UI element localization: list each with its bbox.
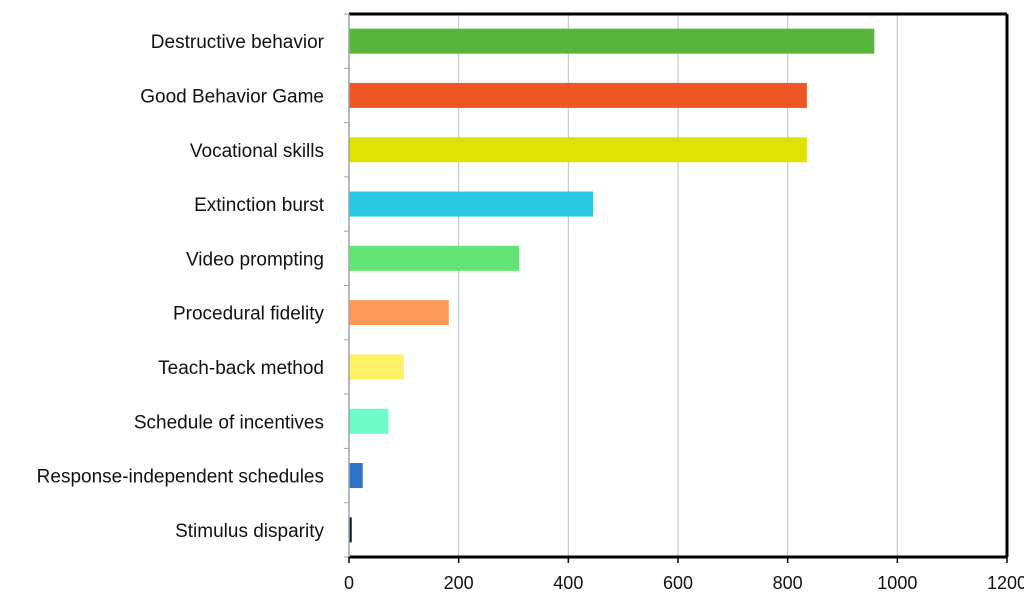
- x-tick-label: 1000: [877, 573, 917, 593]
- x-tick-label: 600: [663, 573, 693, 593]
- bar: [349, 408, 389, 434]
- category-label: Vocational skills: [190, 141, 324, 162]
- category-label: Destructive behavior: [151, 32, 325, 53]
- bar: [349, 137, 807, 163]
- bars: [349, 28, 875, 543]
- bar: [349, 28, 875, 54]
- labels: Destructive behavior Good Behavior Game Vo…: [37, 32, 1024, 593]
- category-label: Video prompting: [186, 249, 324, 270]
- bar: [349, 300, 449, 326]
- x-tick-label: 1200: [987, 573, 1024, 593]
- x-tick-label: 400: [553, 573, 583, 593]
- category-label: Stimulus disparity: [175, 521, 324, 542]
- bar: [349, 354, 404, 380]
- category-label: Extinction burst: [194, 195, 325, 216]
- axes: [344, 12, 1009, 563]
- bar: [349, 517, 352, 543]
- bar: [349, 463, 363, 489]
- category-label: Procedural fidelity: [173, 304, 325, 325]
- category-label: Good Behavior Game: [140, 86, 324, 107]
- bar: [349, 82, 807, 108]
- category-label: Teach-back method: [158, 358, 324, 379]
- x-tick-label: 200: [444, 573, 474, 593]
- bar: [349, 191, 594, 217]
- category-label: Response-independent schedules: [37, 467, 324, 488]
- x-tick-label: 800: [773, 573, 803, 593]
- category-label: Schedule of incentives: [134, 412, 324, 433]
- x-tick-label: 0: [344, 573, 354, 593]
- bar: [349, 245, 519, 271]
